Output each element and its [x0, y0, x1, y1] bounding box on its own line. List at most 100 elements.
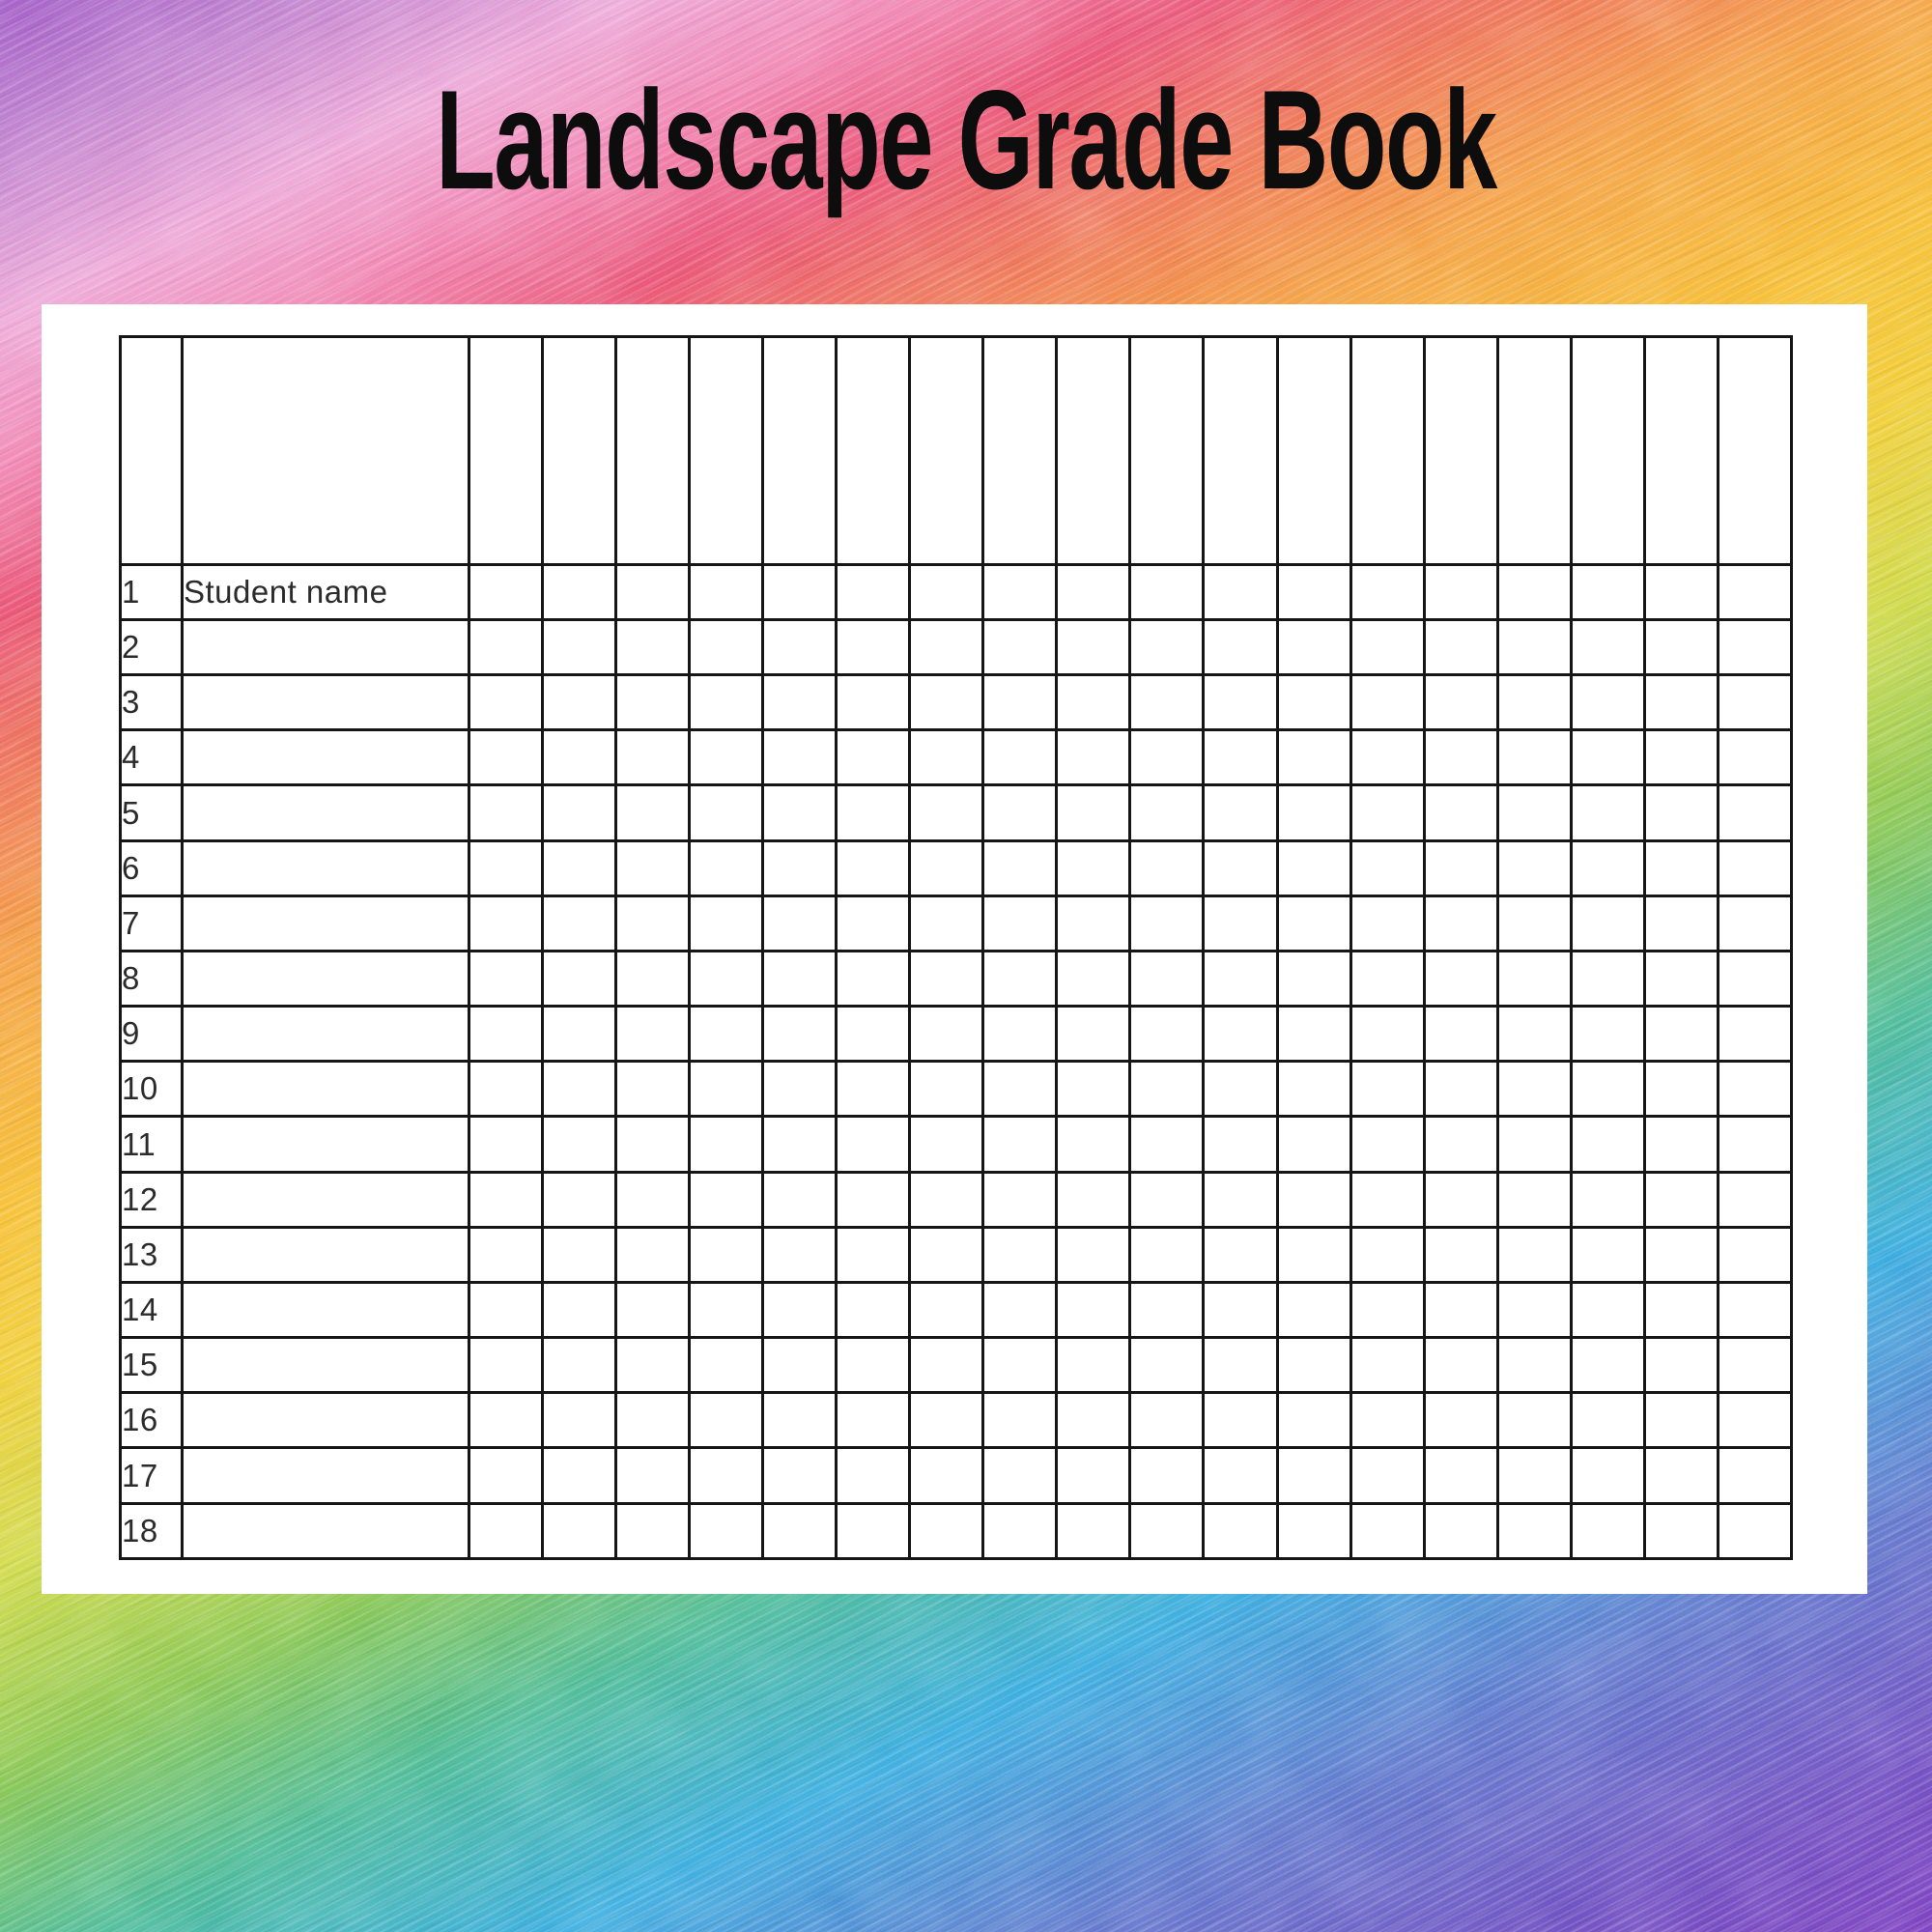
assignment-header-cell[interactable]: [908, 335, 985, 566]
grade-cell[interactable]: [835, 1005, 912, 1064]
grade-cell[interactable]: [1569, 783, 1646, 842]
grade-cell[interactable]: [1642, 1005, 1719, 1064]
grade-cell[interactable]: [908, 1336, 985, 1395]
grade-cell[interactable]: [1495, 562, 1573, 621]
grade-cell[interactable]: [467, 1225, 545, 1284]
grade-cell[interactable]: [761, 1005, 838, 1064]
grade-cell[interactable]: [1569, 1280, 1646, 1340]
grade-cell[interactable]: [541, 1170, 618, 1229]
grade-cell[interactable]: [614, 783, 692, 842]
grade-cell[interactable]: [1642, 894, 1719, 952]
grade-cell[interactable]: [1642, 1501, 1719, 1561]
grade-cell[interactable]: [1422, 783, 1499, 842]
grade-cell[interactable]: [1349, 1391, 1426, 1450]
grade-cell[interactable]: [1569, 1446, 1646, 1505]
grade-cell[interactable]: [614, 1225, 692, 1284]
grade-cell[interactable]: [1495, 1170, 1573, 1229]
assignment-header-cell[interactable]: [688, 335, 765, 566]
grade-cell[interactable]: [981, 617, 1059, 677]
grade-cell[interactable]: [1569, 838, 1646, 897]
student-name-cell[interactable]: [181, 949, 470, 1009]
grade-cell[interactable]: [835, 783, 912, 842]
student-name-cell[interactable]: [181, 1446, 470, 1505]
grade-cell[interactable]: [467, 728, 545, 787]
grade-cell[interactable]: [1716, 1280, 1794, 1340]
grade-cell[interactable]: [1128, 562, 1206, 621]
grade-cell[interactable]: [908, 1005, 985, 1064]
grade-cell[interactable]: [981, 562, 1059, 621]
student-name-cell[interactable]: [181, 1336, 470, 1395]
grade-cell[interactable]: [981, 894, 1059, 952]
grade-cell[interactable]: [541, 1115, 618, 1174]
grade-cell[interactable]: [1349, 838, 1426, 897]
grade-cell[interactable]: [1642, 1170, 1719, 1229]
grade-cell[interactable]: [1569, 894, 1646, 952]
grade-cell[interactable]: [1716, 562, 1794, 621]
grade-cell[interactable]: [541, 1225, 618, 1284]
grade-cell[interactable]: [908, 783, 985, 842]
grade-cell[interactable]: [1569, 1391, 1646, 1450]
grade-cell[interactable]: [1275, 1060, 1352, 1119]
grade-cell[interactable]: [835, 728, 912, 787]
grade-cell[interactable]: [1128, 1005, 1206, 1064]
grade-cell[interactable]: [541, 673, 618, 732]
grade-cell[interactable]: [1642, 562, 1719, 621]
grade-cell[interactable]: [1495, 1336, 1573, 1395]
grade-cell[interactable]: [1569, 1336, 1646, 1395]
grade-cell[interactable]: [908, 1391, 985, 1450]
grade-cell[interactable]: [981, 838, 1059, 897]
grade-cell[interactable]: [1716, 1391, 1794, 1450]
grade-cell[interactable]: [1275, 783, 1352, 842]
grade-cell[interactable]: [1422, 1501, 1499, 1561]
grade-cell[interactable]: [1716, 1446, 1794, 1505]
grade-cell[interactable]: [688, 783, 765, 842]
grade-cell[interactable]: [981, 673, 1059, 732]
grade-cell[interactable]: [1349, 949, 1426, 1009]
student-name-cell[interactable]: [181, 617, 470, 677]
grade-cell[interactable]: [1349, 894, 1426, 952]
grade-cell[interactable]: [1422, 1115, 1499, 1174]
grade-cell[interactable]: [1716, 1225, 1794, 1284]
grade-cell[interactable]: [1275, 1170, 1352, 1229]
grade-cell[interactable]: [1202, 1391, 1279, 1450]
grade-cell[interactable]: [467, 617, 545, 677]
grade-cell[interactable]: [1275, 617, 1352, 677]
grade-cell[interactable]: [1422, 1391, 1499, 1450]
grade-cell[interactable]: [1202, 673, 1279, 732]
grade-cell[interactable]: [467, 1170, 545, 1229]
grade-cell[interactable]: [1055, 1005, 1132, 1064]
student-name-cell[interactable]: [181, 728, 470, 787]
grade-cell[interactable]: [541, 1280, 618, 1340]
grade-cell[interactable]: [1275, 894, 1352, 952]
assignment-header-cell[interactable]: [1128, 335, 1206, 566]
grade-cell[interactable]: [1349, 617, 1426, 677]
grade-cell[interactable]: [688, 617, 765, 677]
assignment-header-cell[interactable]: [1275, 335, 1352, 566]
grade-cell[interactable]: [614, 1391, 692, 1450]
grade-cell[interactable]: [541, 562, 618, 621]
grade-cell[interactable]: [614, 1170, 692, 1229]
grade-cell[interactable]: [908, 1446, 985, 1505]
grade-cell[interactable]: [541, 838, 618, 897]
grade-cell[interactable]: [688, 562, 765, 621]
grade-cell[interactable]: [1128, 1060, 1206, 1119]
grade-cell[interactable]: [835, 1391, 912, 1450]
grade-cell[interactable]: [1495, 949, 1573, 1009]
grade-cell[interactable]: [1642, 949, 1719, 1009]
student-name-cell[interactable]: [181, 1005, 470, 1064]
grade-cell[interactable]: [1642, 1060, 1719, 1119]
grade-cell[interactable]: [1569, 1060, 1646, 1119]
grade-cell[interactable]: [1716, 1170, 1794, 1229]
grade-cell[interactable]: [1569, 1225, 1646, 1284]
assignment-header-cell[interactable]: [1202, 335, 1279, 566]
grade-cell[interactable]: [467, 894, 545, 952]
student-name-cell[interactable]: Student name: [181, 562, 470, 621]
grade-cell[interactable]: [467, 783, 545, 842]
grade-cell[interactable]: [835, 1170, 912, 1229]
grade-cell[interactable]: [614, 1446, 692, 1505]
grade-cell[interactable]: [981, 1391, 1059, 1450]
grade-cell[interactable]: [1495, 1391, 1573, 1450]
grade-cell[interactable]: [1055, 728, 1132, 787]
grade-cell[interactable]: [1422, 673, 1499, 732]
grade-cell[interactable]: [1055, 1391, 1132, 1450]
